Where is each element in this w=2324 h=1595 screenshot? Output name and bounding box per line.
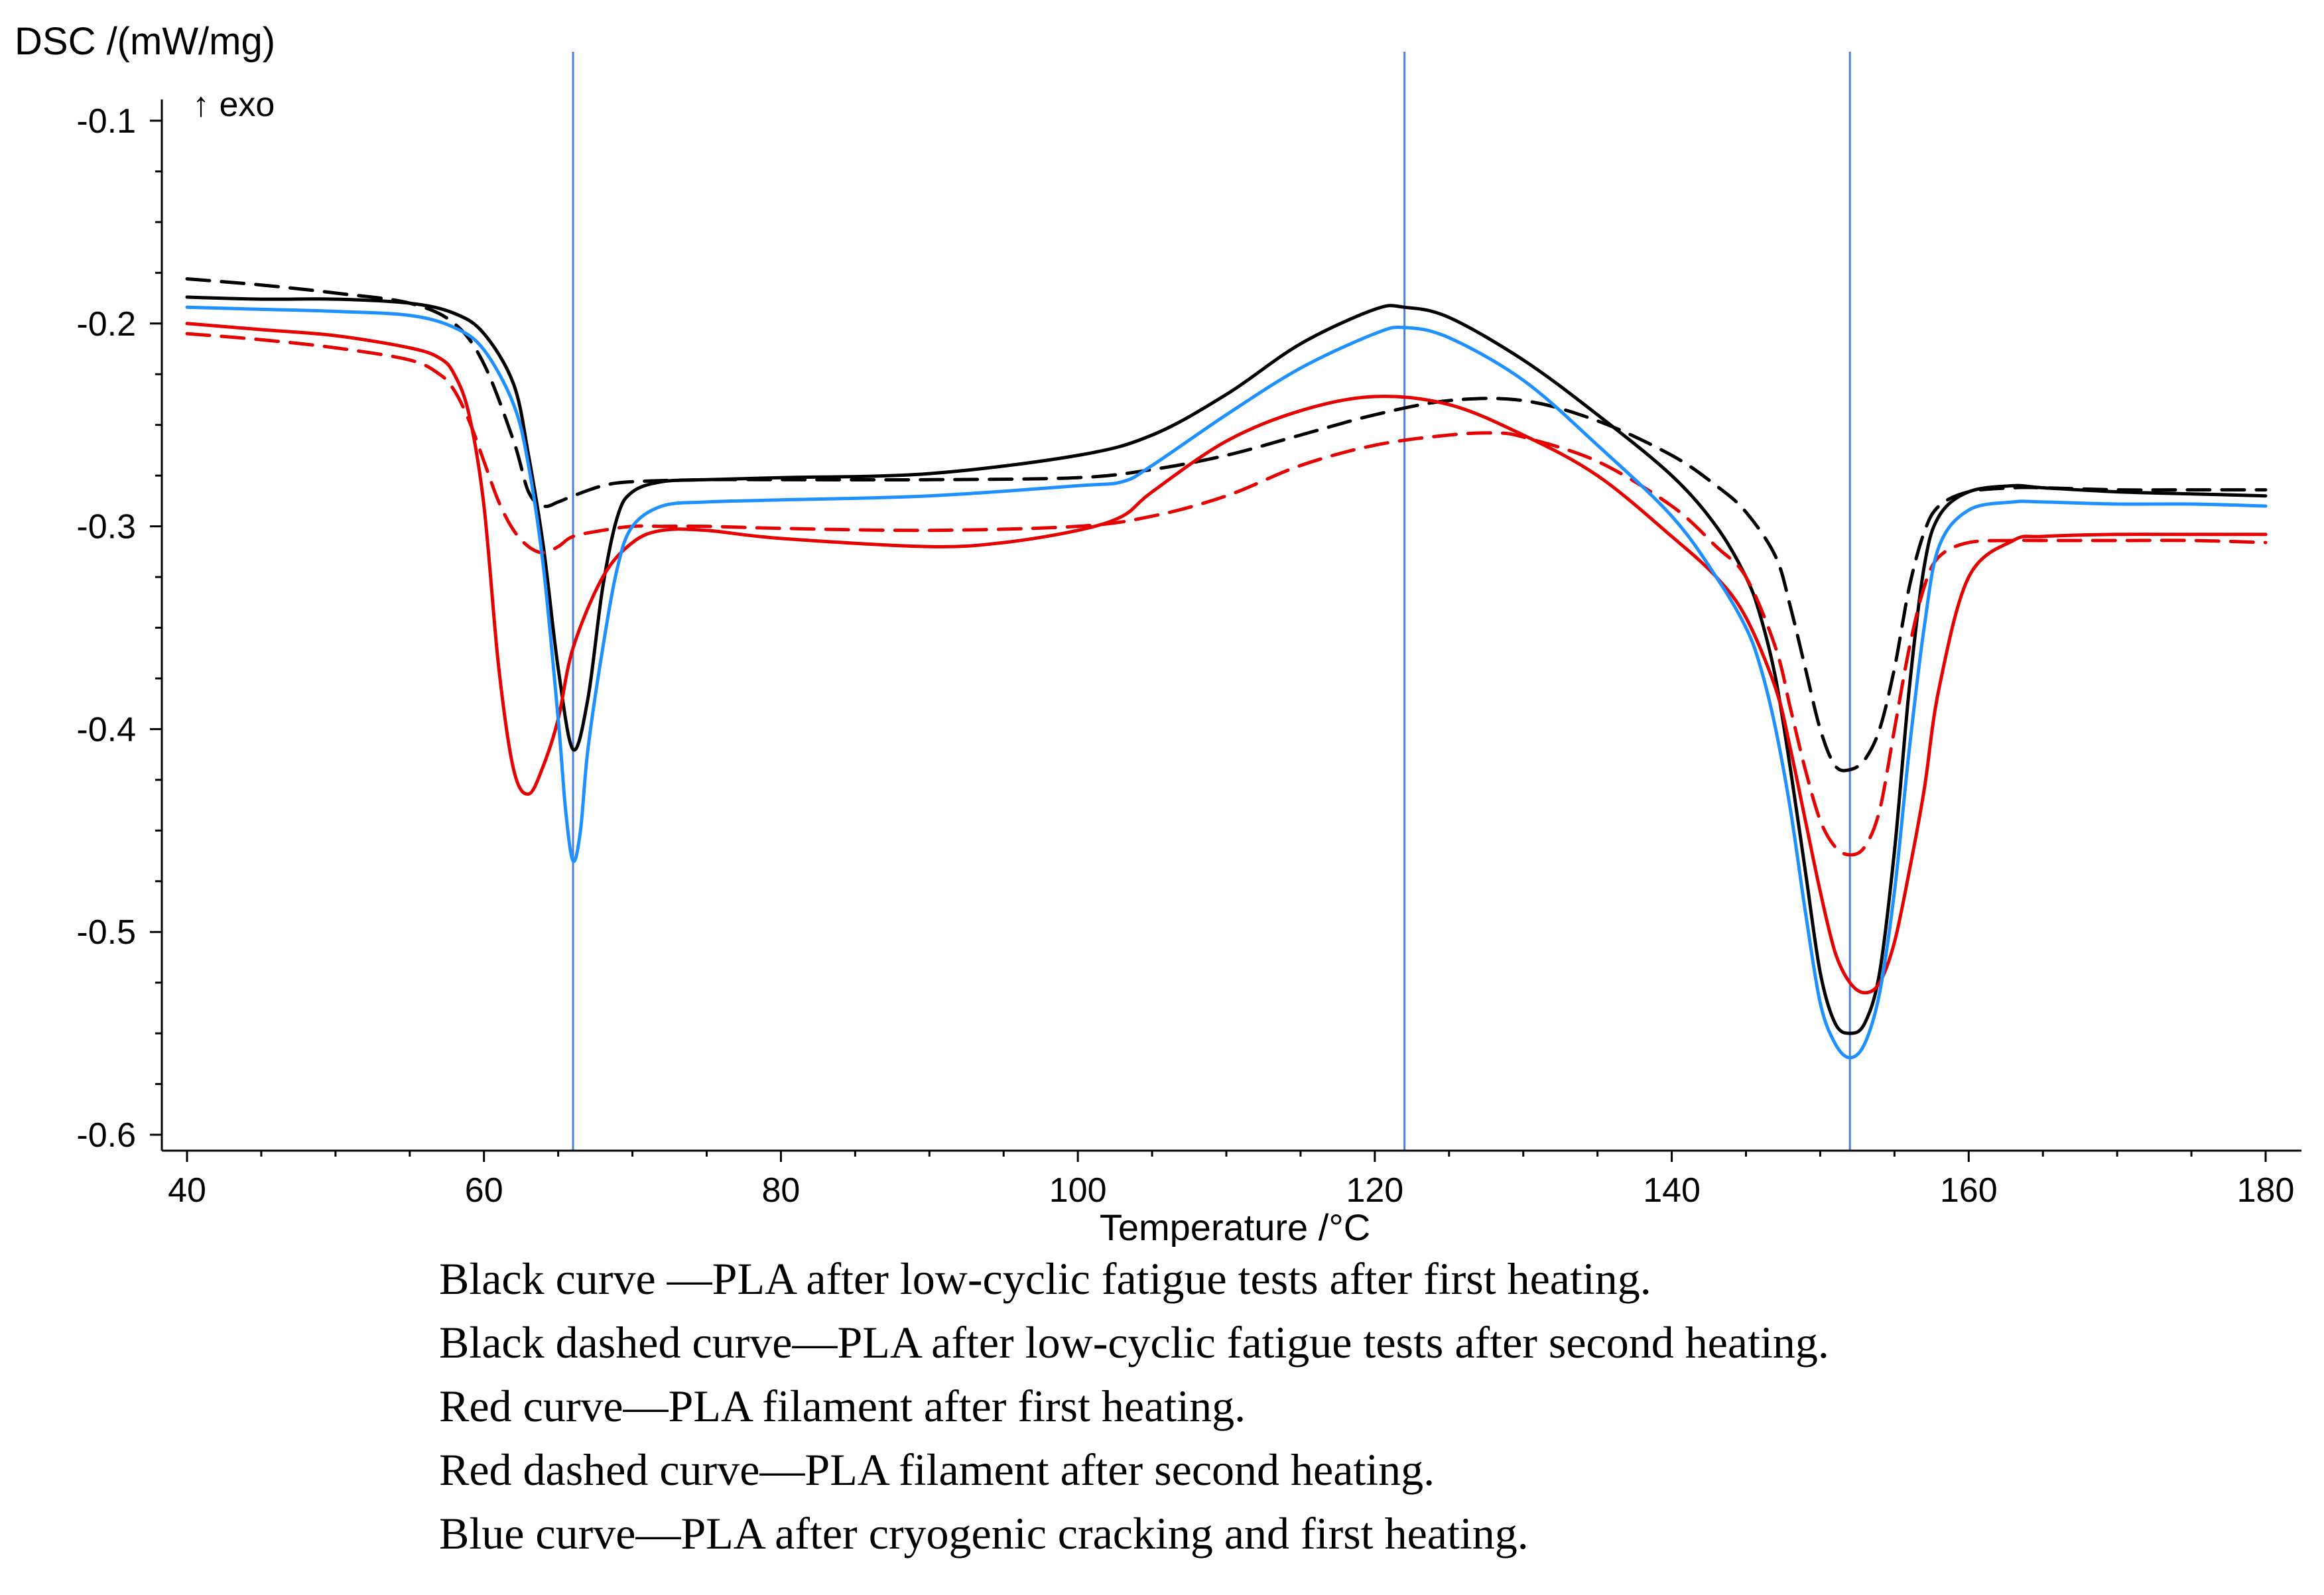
- y-tick-label: -0.2: [76, 305, 136, 344]
- x-tick-label: 160: [1940, 1171, 1998, 1210]
- legend-line-black: Black curve —PLA after low-cyclic fatigu…: [439, 1253, 1651, 1304]
- legend-line-red-dashed: Red dashed curve—PLA filament after seco…: [439, 1444, 1435, 1495]
- y-axis-label: DSC /(mW/mg): [15, 20, 275, 63]
- series-line-red-dashed-curve: [185, 332, 2268, 857]
- dsc-chart: 40 60 80 100 120 140 160 180 -0.1 -0.2 -0.3 -0.4 -0.…: [15, 20, 2301, 1247]
- x-tick-label: 140: [1643, 1171, 1701, 1210]
- series: [185, 277, 2268, 1060]
- x-tick-label: 180: [2237, 1171, 2295, 1210]
- axes: [161, 99, 2301, 1152]
- y-tick-label: -0.3: [76, 508, 136, 546]
- y-tick-label: -0.6: [76, 1116, 136, 1155]
- x-tick-label: 40: [168, 1171, 206, 1210]
- legend-line-blue: Blue curve—PLA after cryogenic cracking …: [439, 1508, 1529, 1559]
- legend-line-black-dashed: Black dashed curve—PLA after low-cyclic …: [439, 1317, 1829, 1368]
- y-tick-label: -0.5: [76, 913, 136, 952]
- x-tick-label: 120: [1346, 1171, 1403, 1210]
- x-tick-label: 100: [1049, 1171, 1107, 1210]
- legend-line-red: Red curve—PLA filament after first heati…: [439, 1381, 1246, 1431]
- series-line-black-dashed-curve: [185, 277, 2268, 773]
- exo-label: ↑ exo: [192, 86, 275, 124]
- y-tick-label: -0.4: [76, 710, 136, 749]
- x-tick-label: 60: [465, 1171, 503, 1210]
- x-tick-label: 80: [762, 1171, 801, 1210]
- ticks: 40 60 80 100 120 140 160 180 -0.1 -0.2 -0.3 -0.4 -0.…: [76, 102, 2294, 1210]
- y-tick-label: -0.1: [76, 102, 136, 141]
- series-line-black-curve: [185, 295, 2268, 1035]
- series-line-blue-curve: [185, 305, 2268, 1060]
- x-axis-label: Temperature /°C: [1100, 1206, 1370, 1247]
- legend: Black curve —PLA after low-cyclic fatigu…: [439, 1247, 1829, 1565]
- vertical-markers: [572, 52, 1851, 1151]
- series-line-red-curve: [185, 322, 2268, 995]
